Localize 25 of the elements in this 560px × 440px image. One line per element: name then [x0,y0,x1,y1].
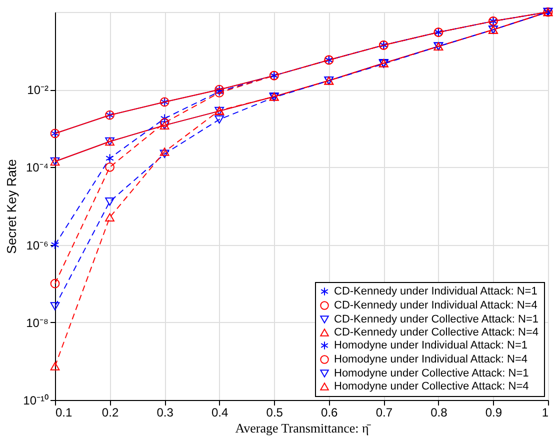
legend-label: CD-Kennedy under Individual Attack: N=4 [334,300,538,312]
legend-label: CD-Kennedy under Collective Attack: N=4 [334,326,539,338]
legend-label: CD-Kennedy under Individual Attack: N=1 [334,286,538,298]
y-tick-label: 10⁻⁶ [26,238,49,252]
x-tick-label: 0.3 [156,406,174,420]
y-tick-label: 10⁻⁴ [26,160,48,175]
legend-label: Homodyne under Individual Attack: N=1 [334,340,528,352]
x-tick-label: 0.5 [266,406,284,420]
y-axis-title: Secret Key Rate [4,159,20,254]
y-tick-label: 10⁻² [27,83,49,98]
legend-label: Homodyne under Collective Attack: N=4 [334,380,529,392]
x-tick-label: 0.9 [485,406,502,420]
x-tick-label: 0.4 [211,406,228,420]
x-tick-label: 0.8 [430,406,448,420]
x-tick-label: 0.1 [56,406,73,420]
legend-label: Homodyne under Collective Attack: N=1 [334,368,529,380]
x-axis-title: Average Transmittance: η̄ [235,420,371,436]
x-tick-label: 0.6 [321,406,338,420]
y-tick-label: 10⁻¹⁰ [23,394,48,408]
legend-label: CD-Kennedy under Collective Attack: N=1 [334,314,539,326]
y-tick-label: 10⁻⁸ [26,316,48,330]
legend-label: Homodyne under Individual Attack: N=4 [334,354,528,366]
x-tick-label: 0.7 [376,406,393,420]
x-tick-label: 1 [542,406,549,420]
x-tick-label: 0.2 [102,406,119,420]
